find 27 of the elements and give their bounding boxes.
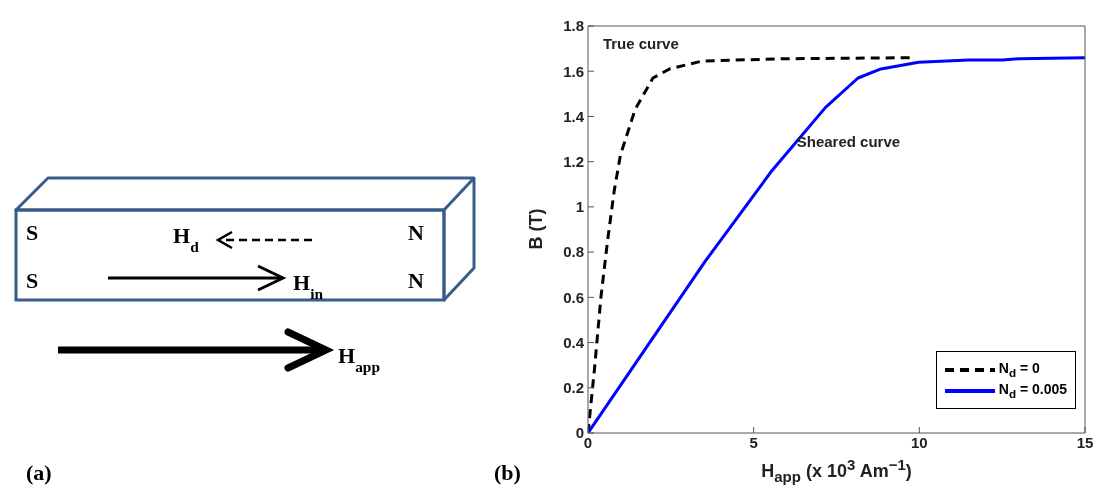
y-axis-title: B (T) — [525, 208, 546, 249]
annotation: Sheared curve — [796, 133, 901, 151]
annotation: True curve — [602, 35, 679, 53]
x-axis-title: H$_{app}$ (x 10$^{3}$ Am$^{−1}$) — [761, 456, 912, 485]
y-tick-label: 0.8 — [563, 243, 584, 261]
text: S — [26, 220, 39, 245]
text: (a) — [26, 460, 52, 485]
text: N — [408, 220, 424, 245]
text: S — [26, 268, 39, 293]
legend-label: N$_{d}$ = 0.005 — [998, 381, 1067, 400]
legend-label: N$_{d}$ = 0 — [998, 360, 1040, 380]
text: H$_{app}$ — [338, 343, 380, 375]
text: H$_{d}$ — [173, 223, 200, 255]
y-tick-label: 1.6 — [563, 62, 584, 80]
text: N — [408, 268, 424, 293]
text: (b) — [494, 460, 521, 485]
y-tick-label: 1.2 — [563, 152, 584, 170]
y-tick-label: 1 — [575, 198, 584, 216]
x-tick-label: 10 — [910, 433, 928, 451]
y-tick-label: 0.6 — [563, 288, 584, 306]
y-tick-label: 1.4 — [563, 107, 585, 125]
y-tick-label: 0.4 — [563, 333, 585, 351]
x-tick-label: 5 — [749, 433, 758, 451]
y-tick-label: 1.8 — [563, 17, 584, 35]
x-tick-label: 15 — [1076, 433, 1094, 451]
y-tick-label: 0.2 — [563, 379, 584, 397]
text: H$_{in}$ — [293, 270, 324, 302]
